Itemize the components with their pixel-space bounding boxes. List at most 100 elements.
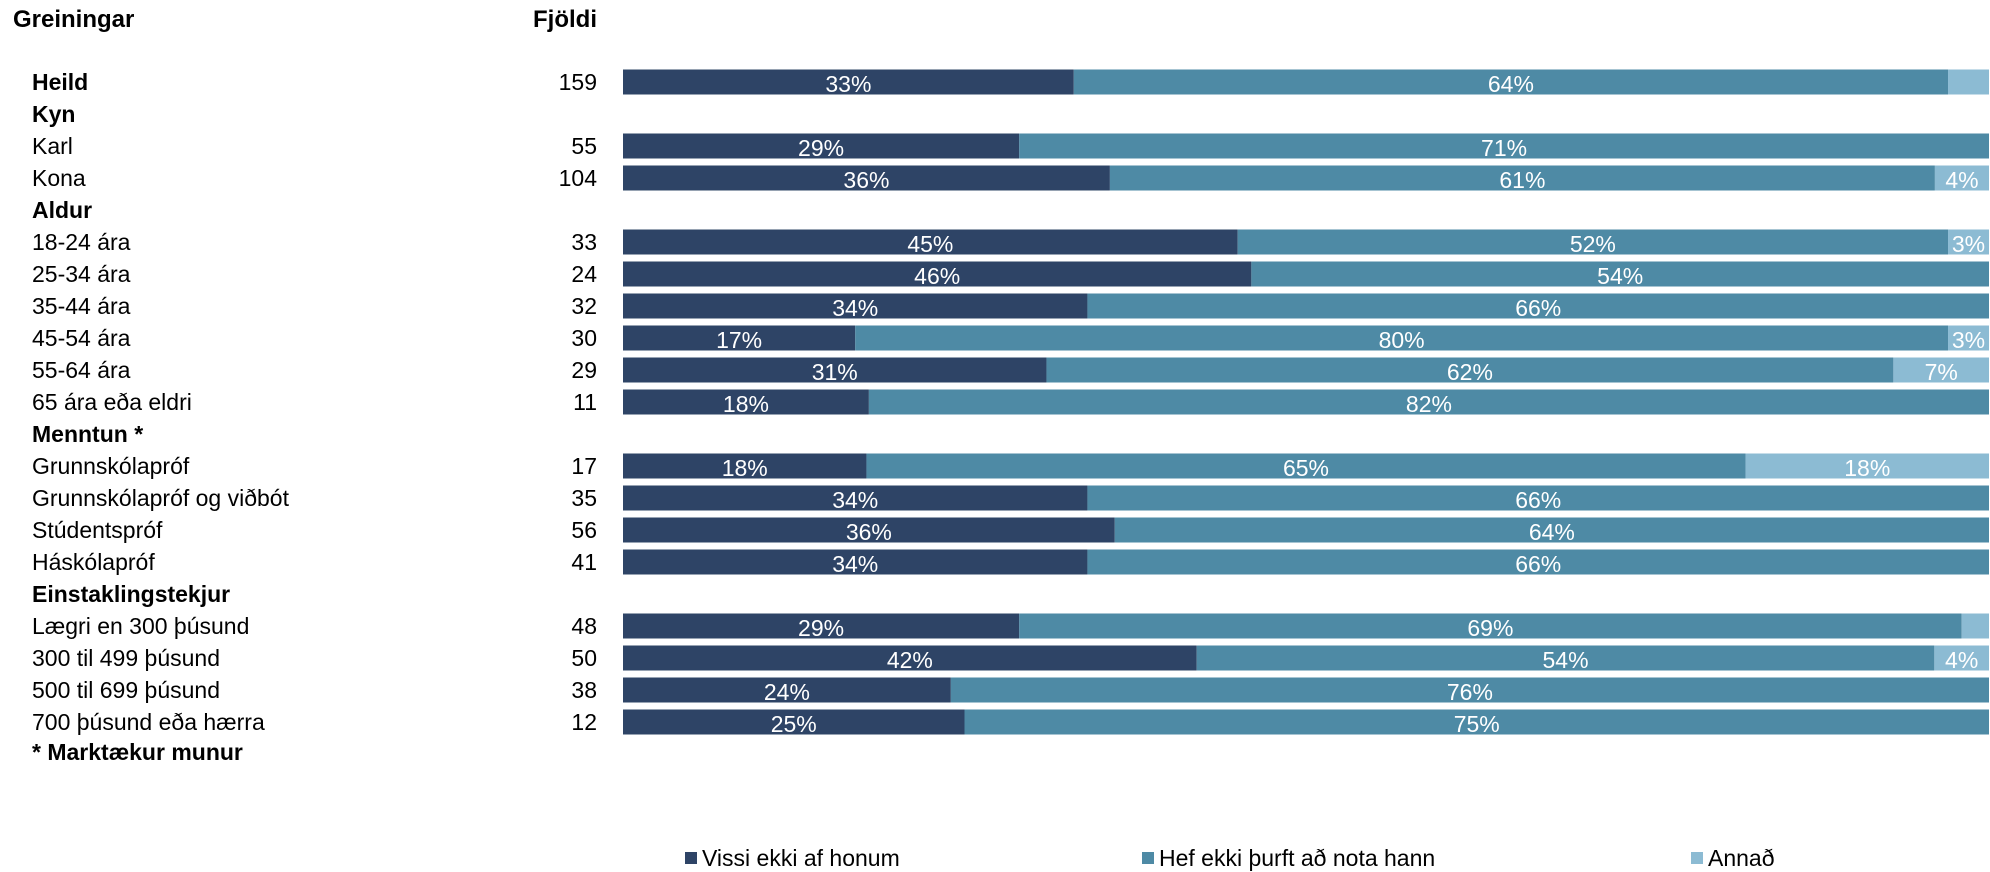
- bar-segment: [623, 357, 1047, 383]
- data-label: 69%: [1467, 615, 1513, 641]
- chart-row: 700 þúsund eða hærra 12 25% 75%: [32, 709, 1989, 737]
- legend-label: Hef ekki þurft að nota hann: [1159, 845, 1435, 871]
- data-label: 25%: [771, 711, 817, 737]
- bar-segment: [1934, 165, 1989, 191]
- chart-row: Lægri en 300 þúsund 48 29% 69%: [32, 613, 1989, 641]
- row-count: 50: [571, 645, 597, 671]
- data-label: 29%: [798, 135, 844, 161]
- chart-row: 55-64 ára 29 31% 62% 7%: [32, 357, 1989, 385]
- bar-segment: [1019, 133, 1989, 159]
- data-label: 34%: [832, 295, 878, 321]
- bar-segment: [1251, 261, 1989, 287]
- chart-row: 300 til 499 þúsund 50 42% 54% 4%: [32, 645, 1989, 673]
- group-heading: Aldur: [32, 197, 92, 223]
- row-count: 12: [571, 709, 597, 735]
- data-label: 54%: [1597, 263, 1643, 289]
- bar-segment: [1087, 293, 1989, 319]
- data-label: 7%: [1925, 359, 1958, 385]
- row-count: 29: [571, 357, 597, 383]
- data-label: 34%: [832, 487, 878, 513]
- chart-row: 18-24 ára 33 45% 52% 3%: [32, 229, 1989, 257]
- data-label: 34%: [832, 551, 878, 577]
- row-count: 159: [559, 69, 597, 95]
- bar-segment: [623, 517, 1115, 543]
- data-label: 42%: [887, 647, 933, 673]
- group-heading: Menntun *: [32, 421, 143, 447]
- data-label: 4%: [1945, 167, 1978, 193]
- chart-row: Kona 104 36% 61% 4%: [32, 165, 1989, 193]
- legend-label: Vissi ekki af honum: [702, 845, 900, 871]
- bar-segment: [623, 229, 1238, 255]
- bar-segment: [623, 69, 1074, 95]
- data-label: 82%: [1406, 391, 1452, 417]
- row-label: 25-34 ára: [32, 261, 131, 287]
- bar-segment: [1087, 485, 1989, 511]
- bar-segment: [1961, 613, 1989, 639]
- data-label: 46%: [914, 263, 960, 289]
- bar-segment: [623, 485, 1088, 511]
- bar-segment: [1948, 229, 1989, 255]
- data-label: 71%: [1481, 135, 1527, 161]
- row-count: 32: [571, 293, 597, 319]
- bar-segment: [1109, 165, 1935, 191]
- data-label: 76%: [1447, 679, 1493, 705]
- footnote: * Marktækur munur: [32, 739, 243, 765]
- row-count: 48: [571, 613, 597, 639]
- legend-swatch: [1691, 852, 1703, 864]
- row-label: 700 þúsund eða hærra: [32, 709, 265, 735]
- data-label: 54%: [1543, 647, 1589, 673]
- row-count: 17: [571, 453, 597, 479]
- chart-row: 500 til 699 þúsund 38 24% 76%: [32, 677, 1989, 705]
- legend-label: Annað: [1708, 845, 1775, 871]
- bar-segment: [1046, 357, 1894, 383]
- data-label: 36%: [843, 167, 889, 193]
- row-count: 41: [571, 549, 597, 575]
- bar-segment: [950, 677, 1989, 703]
- bar-segment: [623, 261, 1252, 287]
- legend-swatch: [1142, 852, 1154, 864]
- data-label: 61%: [1499, 167, 1545, 193]
- chart-row: Aldur: [32, 197, 92, 223]
- row-label: Kona: [32, 165, 86, 191]
- row-count: 38: [571, 677, 597, 703]
- row-label: 45-54 ára: [32, 325, 131, 351]
- data-label: 36%: [846, 519, 892, 545]
- data-label: 66%: [1515, 295, 1561, 321]
- data-label: 31%: [812, 359, 858, 385]
- row-label: Karl: [32, 133, 73, 159]
- bar-segment: [1948, 325, 1989, 351]
- bar-segment: [623, 709, 965, 735]
- data-label: 17%: [716, 327, 762, 353]
- data-label: 75%: [1454, 711, 1500, 737]
- data-label: 18%: [723, 391, 769, 417]
- row-count: 35: [571, 485, 597, 511]
- bar-segment: [1948, 69, 1989, 95]
- row-label: 300 til 499 þúsund: [32, 645, 220, 671]
- row-count: 56: [571, 517, 597, 543]
- chart-row: Kyn: [32, 101, 75, 127]
- chart-row: Einstaklingstekjur: [32, 581, 230, 607]
- row-label: Lægri en 300 þúsund: [32, 613, 249, 639]
- legend: Vissi ekki af honum Hef ekki þurft að not…: [685, 845, 1775, 871]
- row-count: 11: [573, 389, 597, 415]
- bar-segment: [866, 453, 1746, 479]
- chart-row: 35-44 ára 32 34% 66%: [32, 293, 1989, 321]
- bar-segment: [623, 613, 1020, 639]
- data-label: 18%: [1844, 455, 1890, 481]
- chart-row: Menntun *: [32, 421, 143, 447]
- row-count: 33: [571, 229, 597, 255]
- data-label: 66%: [1515, 551, 1561, 577]
- chart-row: Heild 159 33% 64%: [32, 69, 1989, 97]
- data-label: 64%: [1529, 519, 1575, 545]
- row-label: Grunnskólapróf og viðbót: [32, 485, 290, 511]
- bar-segment: [623, 389, 869, 415]
- row-count: 24: [571, 261, 597, 287]
- row-label: Háskólapróf: [32, 549, 155, 575]
- chart-rows: Heild 159 33% 64% Kyn Karl 55 29% 71% Kona 104 36% 6…: [32, 69, 1989, 737]
- data-label: 18%: [722, 455, 768, 481]
- group-column-title: Greiningar: [13, 6, 134, 33]
- data-label: 29%: [798, 615, 844, 641]
- bar-segment: [1893, 357, 1989, 383]
- bar-segment: [1073, 69, 1949, 95]
- chart-row: Grunnskólapróf og viðbót 35 34% 66%: [32, 485, 1989, 513]
